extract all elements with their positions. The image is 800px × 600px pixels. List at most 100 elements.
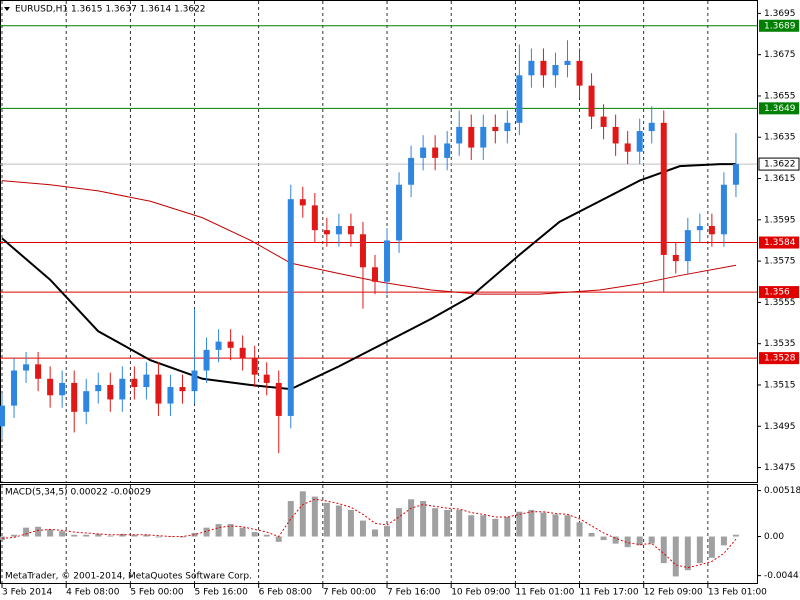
- macd-bar: [311, 496, 318, 537]
- y-tick-label: 1.3655: [764, 91, 796, 101]
- candle-body: [191, 370, 198, 392]
- macd-bar: [672, 536, 679, 577]
- level-label-box: [759, 102, 799, 115]
- macd-bar: [191, 532, 198, 537]
- candle-body: [167, 387, 174, 404]
- candle-body: [420, 147, 427, 158]
- macd-bar: [155, 536, 162, 538]
- x-tick-label: 11 Feb 01:00: [515, 588, 574, 598]
- macd-bar: [648, 536, 655, 544]
- x-tick-label: 3 Feb 2014: [2, 588, 53, 598]
- last-price-box: [758, 157, 800, 171]
- y-tick-label: 0.00518: [764, 486, 800, 496]
- macd-bar: [131, 534, 138, 537]
- candle-body: [239, 347, 246, 359]
- macd-bar: [444, 509, 451, 537]
- macd-bar: [263, 534, 270, 537]
- level-label: 1.3528: [764, 354, 796, 364]
- macd-bar: [335, 505, 342, 537]
- candle-body: [215, 341, 222, 350]
- y-tick-label: 1.3535: [764, 339, 796, 349]
- candle-body: [119, 378, 126, 400]
- macd-bar: [23, 527, 30, 537]
- candle-body: [59, 382, 66, 396]
- y-tick-label: 1.3575: [764, 257, 796, 267]
- y-tick-label: -0.00441: [764, 571, 800, 581]
- macd-bar: [11, 534, 18, 537]
- candle-body: [708, 226, 715, 235]
- candle-body: [648, 122, 655, 132]
- y-tick-label: 0.00: [764, 532, 784, 542]
- candle-body: [227, 341, 234, 348]
- macd-bar: [432, 508, 439, 537]
- macd-bar: [612, 536, 619, 544]
- macd-bar: [528, 509, 535, 537]
- x-tick-label: 10 Feb 09:00: [451, 588, 510, 598]
- level-label-box: [759, 19, 799, 32]
- candle-body: [576, 60, 583, 86]
- candle-body: [720, 184, 727, 235]
- x-tick-label: 13 Feb 01:00: [708, 588, 767, 598]
- y-tick-label: 1.3695: [764, 9, 796, 19]
- watermark: MetaTrader, © 2001-2014, MetaQuotes Soft…: [5, 572, 252, 582]
- candle-body: [504, 122, 511, 132]
- candle-body: [95, 384, 102, 392]
- y-tick-label: 1.3555: [764, 298, 796, 308]
- x-tick-label: 5 Feb 16:00: [195, 588, 249, 598]
- y-tick-label: 1.3675: [764, 50, 796, 60]
- macd-bar: [275, 536, 282, 542]
- macd-bar: [35, 526, 42, 537]
- candle-body: [492, 126, 499, 132]
- candle-body: [155, 374, 162, 404]
- macd-bar: [708, 536, 715, 558]
- macd-bar: [576, 522, 583, 537]
- candle-body: [107, 384, 114, 400]
- macd-panel: [0, 484, 758, 584]
- macd-bar: [564, 515, 571, 537]
- candle-body: [396, 184, 403, 241]
- macd-bar: [540, 512, 547, 537]
- macd-bar: [203, 527, 210, 537]
- macd-bar: [239, 527, 246, 537]
- x-tick-label: 5 Feb 00:00: [130, 588, 184, 598]
- signal-line: [1, 498, 737, 569]
- candle-body: [71, 382, 78, 412]
- last-price-label: 1.3622: [764, 160, 796, 170]
- candle-body: [203, 349, 210, 371]
- macd-bar: [600, 536, 607, 541]
- candle-body: [432, 147, 439, 158]
- macd-bar: [47, 529, 54, 537]
- candle-body: [47, 378, 54, 396]
- macd-bar: [251, 532, 258, 537]
- macd-bar: [636, 536, 643, 546]
- candle-body: [384, 240, 391, 282]
- level-label: 1.3649: [764, 104, 796, 114]
- macd-bar: [371, 529, 378, 537]
- y-tick-label: 1.3595: [764, 215, 796, 225]
- candle-body: [612, 126, 619, 144]
- y-tick-label: 1.3475: [764, 463, 796, 473]
- macd-bar: [107, 535, 114, 537]
- macd-bar: [456, 509, 463, 537]
- candle-body: [371, 267, 378, 282]
- macd-bar: [396, 508, 403, 537]
- macd-bar: [71, 534, 78, 537]
- macd-bar: [684, 536, 691, 571]
- candle-body: [480, 126, 487, 148]
- candle-body: [311, 205, 318, 231]
- macd-bar: [59, 531, 66, 537]
- level-label: 1.3689: [764, 21, 796, 31]
- x-tick-label: 7 Feb 00:00: [323, 588, 377, 598]
- x-tick-label: 11 Feb 17:00: [580, 588, 639, 598]
- candle-body: [287, 199, 294, 416]
- level-label-box: [759, 236, 799, 249]
- macd-bar: [359, 520, 366, 537]
- candle-body: [0, 405, 6, 427]
- macd-bar: [552, 514, 559, 537]
- y-tick-label: 1.3615: [764, 174, 796, 184]
- macd-bar: [227, 524, 234, 537]
- candle-body: [552, 64, 559, 76]
- candle-body: [660, 122, 667, 255]
- level-label-box: [759, 286, 799, 299]
- candle-body: [251, 358, 258, 375]
